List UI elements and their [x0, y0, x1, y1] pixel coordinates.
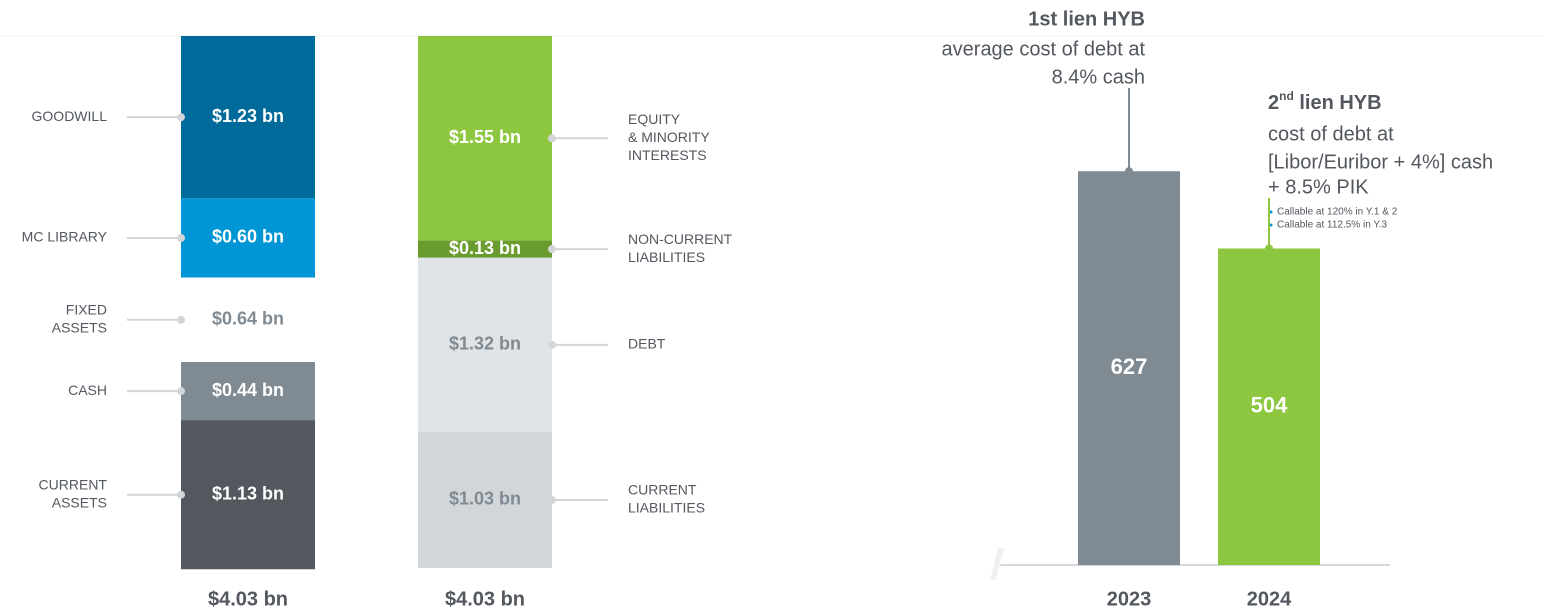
segment-name: MC LIBRARY — [22, 229, 108, 245]
connector-dot — [177, 233, 185, 242]
annotation-text: [Libor/Euribor + 4%] cash — [1268, 151, 1493, 173]
annotation-dot — [1265, 244, 1273, 253]
segment-name: LIABILITIES — [628, 249, 705, 265]
title-number: 2 — [1268, 92, 1279, 114]
segment — [181, 362, 315, 421]
bullet — [1269, 223, 1273, 227]
title-rest: lien HYB — [1294, 92, 1382, 114]
connector-dot — [548, 495, 556, 504]
segment-name: DEBT — [628, 336, 666, 352]
connector-dot — [177, 315, 185, 324]
axis-break — [990, 548, 1004, 580]
annotation-title: 2nd lien HYB — [1268, 89, 1382, 114]
connector-dot — [548, 134, 556, 143]
bar-value-label: 504 — [1251, 393, 1288, 418]
segment-value-label: $0.64 bn — [212, 309, 284, 329]
segment-name: NON-CURRENT — [628, 231, 733, 247]
x-tick-label: 2024 — [1247, 588, 1292, 610]
segment-value-label: $0.60 bn — [212, 227, 284, 247]
connector-dot — [548, 340, 556, 349]
annotation-bullet: Callable at 120% in Y.1 & 2 — [1277, 207, 1398, 218]
segment-name: FIXED — [66, 302, 107, 318]
segment-name: CURRENT — [628, 482, 697, 498]
connector-dot — [177, 113, 185, 122]
connector-dot — [177, 490, 185, 499]
annotation-text: cost of debt at — [1268, 123, 1394, 145]
segment-value-label: $1.03 bn — [449, 489, 521, 509]
connector-dot — [177, 387, 185, 396]
segment-name: ASSETS — [52, 494, 107, 510]
segment-name: GOODWILL — [32, 108, 108, 124]
segment — [181, 198, 315, 278]
annotation-dot — [1125, 167, 1133, 176]
bar — [1078, 171, 1180, 565]
segment-value-label: $0.13 bn — [449, 238, 521, 258]
connector-dot — [548, 245, 556, 254]
total-label: $4.03 bn — [208, 588, 288, 610]
segment — [418, 240, 552, 258]
segment-name: CURRENT — [39, 476, 108, 492]
x-tick-label: 2023 — [1107, 588, 1152, 610]
segment — [418, 432, 552, 568]
segment — [418, 36, 552, 241]
segment-name: EQUITY — [628, 111, 681, 127]
total-label: $4.03 bn — [445, 588, 525, 610]
segment-value-label: $1.55 bn — [449, 127, 521, 147]
segment-name: CASH — [68, 382, 107, 398]
segment — [181, 277, 315, 363]
segment-value-label: $1.13 bn — [212, 483, 284, 503]
title-suffix: nd — [1279, 89, 1294, 103]
segment-value-label: $1.23 bn — [212, 106, 284, 126]
segment-value-label: $1.32 bn — [449, 334, 521, 354]
segment — [181, 420, 315, 570]
segment — [181, 36, 315, 199]
segment — [418, 257, 552, 432]
annotation-text: + 8.5% PIK — [1268, 176, 1369, 198]
annotation-text: average cost of debt at — [942, 38, 1146, 60]
segment-name: & MINORITY — [628, 129, 710, 145]
segment-name: LIABILITIES — [628, 500, 705, 516]
annotation-title: 1st lien HYB — [1028, 8, 1145, 30]
segment-value-label: $0.44 bn — [212, 380, 284, 400]
annotation-text: 8.4% cash — [1052, 66, 1145, 88]
bar — [1218, 248, 1320, 565]
segment-name: ASSETS — [52, 320, 107, 336]
bar-value-label: 627 — [1111, 354, 1148, 379]
annotation-bullet: Callable at 112.5% in Y.3 — [1277, 220, 1388, 231]
bullet — [1269, 210, 1273, 214]
segment-name: INTERESTS — [628, 147, 707, 163]
